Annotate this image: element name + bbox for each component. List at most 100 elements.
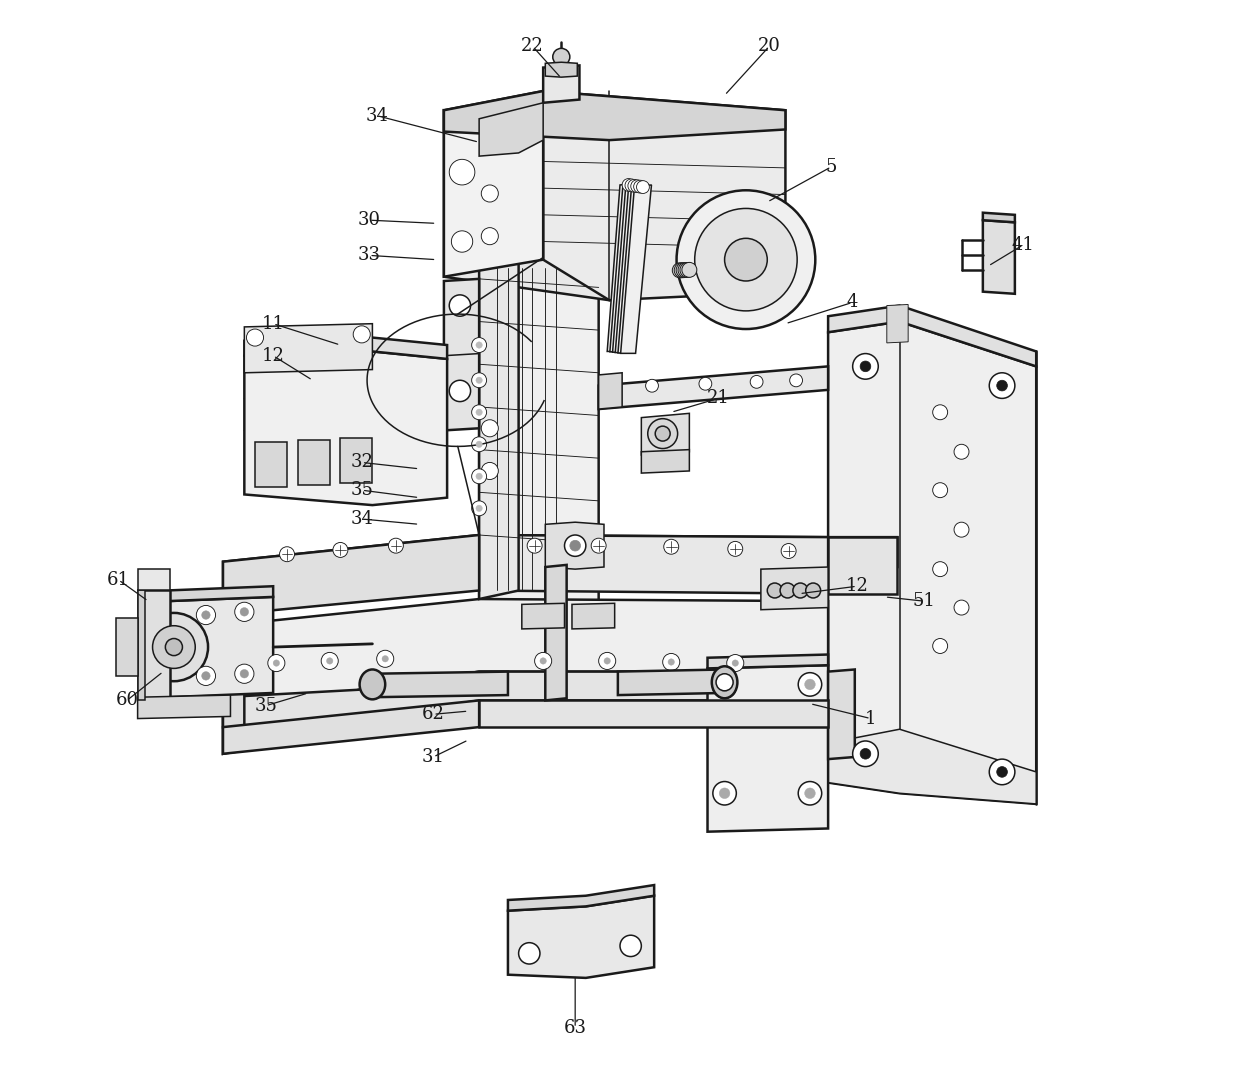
Circle shape — [678, 262, 693, 277]
Circle shape — [799, 673, 822, 697]
Circle shape — [471, 501, 486, 516]
Circle shape — [781, 544, 796, 559]
Circle shape — [699, 378, 712, 391]
Polygon shape — [372, 672, 508, 698]
Polygon shape — [244, 324, 372, 372]
Circle shape — [471, 469, 486, 484]
Polygon shape — [138, 696, 231, 719]
Circle shape — [954, 600, 968, 615]
Circle shape — [627, 180, 641, 193]
Circle shape — [564, 535, 585, 556]
Text: 5: 5 — [826, 157, 837, 175]
Circle shape — [476, 441, 482, 447]
Circle shape — [471, 372, 486, 387]
Circle shape — [646, 380, 658, 392]
Circle shape — [724, 239, 768, 281]
Circle shape — [234, 664, 254, 684]
Circle shape — [932, 483, 947, 498]
Circle shape — [476, 341, 482, 348]
Circle shape — [780, 583, 795, 598]
Circle shape — [719, 788, 730, 798]
Circle shape — [680, 262, 694, 277]
Circle shape — [861, 748, 870, 759]
Circle shape — [202, 611, 211, 620]
Polygon shape — [479, 103, 543, 156]
Polygon shape — [223, 672, 828, 753]
Polygon shape — [444, 110, 609, 301]
Circle shape — [790, 374, 802, 386]
Circle shape — [382, 656, 388, 662]
Polygon shape — [298, 440, 330, 485]
Text: 20: 20 — [758, 37, 781, 56]
Circle shape — [647, 418, 677, 448]
Polygon shape — [613, 184, 642, 352]
Circle shape — [676, 262, 691, 277]
Circle shape — [805, 788, 816, 798]
Polygon shape — [621, 185, 651, 353]
Circle shape — [806, 583, 821, 598]
Text: 34: 34 — [350, 510, 373, 528]
Circle shape — [625, 179, 637, 192]
Circle shape — [634, 180, 646, 193]
Circle shape — [377, 651, 394, 668]
Circle shape — [713, 781, 737, 805]
Circle shape — [954, 522, 968, 537]
Polygon shape — [828, 306, 1037, 366]
Polygon shape — [608, 183, 637, 351]
Circle shape — [727, 655, 744, 672]
Circle shape — [792, 583, 807, 598]
Text: 41: 41 — [1012, 235, 1035, 254]
Circle shape — [326, 658, 332, 664]
Polygon shape — [223, 599, 828, 728]
Circle shape — [539, 658, 547, 664]
Text: 34: 34 — [366, 107, 388, 124]
Ellipse shape — [712, 667, 738, 699]
Polygon shape — [828, 322, 1037, 804]
Text: 63: 63 — [564, 1019, 587, 1037]
Circle shape — [570, 540, 580, 551]
Polygon shape — [599, 366, 828, 409]
Circle shape — [750, 376, 763, 388]
Circle shape — [799, 781, 822, 805]
Text: 62: 62 — [422, 705, 445, 723]
Polygon shape — [138, 591, 170, 701]
Circle shape — [481, 228, 498, 245]
Circle shape — [715, 674, 733, 691]
Circle shape — [932, 562, 947, 577]
Circle shape — [241, 670, 248, 678]
Circle shape — [990, 759, 1014, 784]
Polygon shape — [610, 183, 640, 352]
Text: 22: 22 — [521, 37, 544, 56]
Polygon shape — [166, 586, 273, 601]
Circle shape — [481, 462, 498, 479]
Circle shape — [954, 444, 968, 459]
Polygon shape — [522, 603, 564, 629]
Polygon shape — [546, 522, 604, 569]
Polygon shape — [983, 220, 1014, 294]
Circle shape — [932, 404, 947, 419]
Polygon shape — [618, 670, 724, 696]
Circle shape — [662, 654, 680, 671]
Text: 61: 61 — [107, 570, 130, 589]
Text: 33: 33 — [357, 246, 381, 264]
Circle shape — [728, 541, 743, 556]
Polygon shape — [479, 535, 828, 594]
Text: 30: 30 — [357, 211, 381, 229]
Polygon shape — [138, 569, 170, 591]
Polygon shape — [615, 184, 646, 353]
Polygon shape — [223, 612, 244, 753]
Polygon shape — [479, 153, 599, 612]
Circle shape — [247, 330, 264, 346]
Circle shape — [861, 361, 870, 371]
Polygon shape — [138, 591, 145, 701]
Circle shape — [165, 639, 182, 656]
Circle shape — [449, 380, 471, 401]
Polygon shape — [223, 535, 479, 615]
Circle shape — [202, 672, 211, 681]
Circle shape — [449, 295, 471, 317]
Circle shape — [853, 353, 878, 379]
Text: 21: 21 — [707, 389, 729, 408]
Circle shape — [527, 538, 542, 553]
Circle shape — [481, 419, 498, 437]
Circle shape — [631, 180, 644, 193]
